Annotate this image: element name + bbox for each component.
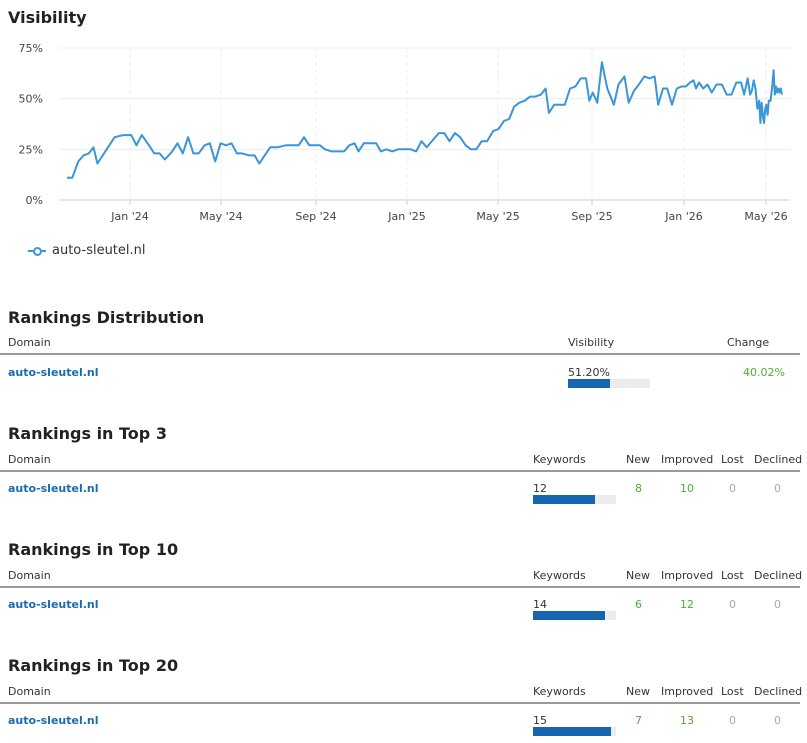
change-value: 40.02% bbox=[743, 366, 785, 379]
top10-header: Domain Keywords New Improved Lost Declin… bbox=[0, 567, 803, 588]
improved-value: 12 bbox=[680, 598, 694, 611]
keywords-bar bbox=[533, 611, 616, 620]
declined-value: 0 bbox=[774, 598, 781, 611]
x-tick-label: Sep '24 bbox=[295, 210, 336, 223]
header-domain: Domain bbox=[8, 569, 51, 582]
top10-title: Rankings in Top 10 bbox=[8, 540, 179, 559]
header-new: New bbox=[626, 569, 650, 582]
legend-label: auto-sleutel.nl bbox=[52, 243, 146, 258]
header-declined: Declined bbox=[754, 569, 803, 582]
new-value: 8 bbox=[635, 482, 642, 495]
declined-value: 0 bbox=[774, 482, 781, 495]
header-keywords: Keywords bbox=[533, 685, 586, 698]
top20-header: Domain Keywords New Improved Lost Declin… bbox=[0, 683, 803, 704]
keywords-bar-fill bbox=[533, 611, 606, 620]
y-tick-label: 50% bbox=[19, 93, 43, 106]
chart-grid bbox=[60, 47, 790, 205]
table-row: auto-sleutel.nl 15 7 13 0 0 bbox=[0, 708, 800, 742]
header-lost: Lost bbox=[721, 453, 744, 466]
keywords-bar-fill bbox=[533, 495, 596, 504]
header-new: New bbox=[626, 453, 650, 466]
top3-title: Rankings in Top 3 bbox=[8, 424, 167, 443]
header-visibility: Visibility bbox=[568, 336, 615, 349]
domain-link[interactable]: auto-sleutel.nl bbox=[8, 714, 99, 727]
rankings-distribution-header: Domain Visibility Change bbox=[0, 334, 800, 355]
table-row: auto-sleutel.nl 12 8 10 0 0 bbox=[0, 476, 800, 510]
header-keywords: Keywords bbox=[533, 453, 586, 466]
header-domain: Domain bbox=[8, 685, 51, 698]
header-lost: Lost bbox=[721, 685, 744, 698]
legend-marker-icon bbox=[28, 246, 46, 256]
keywords-bar bbox=[533, 495, 616, 504]
header-declined: Declined bbox=[754, 453, 803, 466]
visibility-chart[interactable]: 0% 25% 50% 75% Jan '24 May '24 Sep '24 Jan '25… bbox=[0, 30, 800, 230]
x-tick-label: Jan '26 bbox=[664, 210, 702, 223]
rankings-distribution-title: Rankings Distribution bbox=[8, 308, 205, 327]
declined-value: 0 bbox=[774, 714, 781, 727]
visibility-value: 51.20% bbox=[568, 366, 610, 379]
y-tick-label: 25% bbox=[19, 143, 43, 156]
x-tick-label: May '24 bbox=[199, 210, 242, 223]
x-tick-label: May '26 bbox=[744, 210, 787, 223]
x-tick-label: Jan '24 bbox=[110, 210, 148, 223]
x-tick-label: Jan '25 bbox=[387, 210, 425, 223]
lost-value: 0 bbox=[729, 714, 736, 727]
header-domain: Domain bbox=[8, 336, 51, 349]
x-tick-label: May '25 bbox=[476, 210, 519, 223]
header-improved: Improved bbox=[661, 453, 714, 466]
visibility-title: Visibility bbox=[8, 8, 87, 27]
table-row: auto-sleutel.nl 14 6 12 0 0 bbox=[0, 592, 800, 626]
keywords-bar-fill bbox=[533, 727, 612, 736]
x-tick-label: Sep '25 bbox=[571, 210, 612, 223]
new-value: 7 bbox=[635, 714, 642, 727]
lost-value: 0 bbox=[729, 598, 736, 611]
domain-link[interactable]: auto-sleutel.nl bbox=[8, 598, 99, 611]
header-lost: Lost bbox=[721, 569, 744, 582]
header-improved: Improved bbox=[661, 569, 714, 582]
y-axis-ticks: 0% 25% 50% 75% bbox=[19, 42, 43, 207]
improved-value: 13 bbox=[680, 714, 694, 727]
lost-value: 0 bbox=[729, 482, 736, 495]
top3-header: Domain Keywords New Improved Lost Declin… bbox=[0, 451, 803, 472]
domain-link[interactable]: auto-sleutel.nl bbox=[8, 482, 99, 495]
visibility-bar-fill bbox=[568, 379, 610, 388]
keywords-value: 14 bbox=[533, 598, 547, 611]
header-keywords: Keywords bbox=[533, 569, 586, 582]
improved-value: 10 bbox=[680, 482, 694, 495]
header-domain: Domain bbox=[8, 453, 51, 466]
new-value: 6 bbox=[635, 598, 642, 611]
x-axis-ticks: Jan '24 May '24 Sep '24 Jan '25 May '25 Sep '… bbox=[110, 210, 787, 223]
header-declined: Declined bbox=[754, 685, 803, 698]
y-tick-label: 0% bbox=[26, 194, 43, 207]
table-row: auto-sleutel.nl 51.20% 40.02% bbox=[0, 360, 800, 394]
domain-link[interactable]: auto-sleutel.nl bbox=[8, 366, 99, 379]
header-change: Change bbox=[727, 336, 770, 349]
y-tick-label: 75% bbox=[19, 42, 43, 55]
header-improved: Improved bbox=[661, 685, 714, 698]
keywords-bar bbox=[533, 727, 616, 736]
keywords-value: 15 bbox=[533, 714, 547, 727]
series-line-auto-sleutel bbox=[67, 61, 783, 179]
keywords-value: 12 bbox=[533, 482, 547, 495]
chart-legend[interactable]: auto-sleutel.nl bbox=[28, 243, 146, 258]
top20-title: Rankings in Top 20 bbox=[8, 656, 179, 675]
header-new: New bbox=[626, 685, 650, 698]
visibility-bar bbox=[568, 379, 650, 388]
